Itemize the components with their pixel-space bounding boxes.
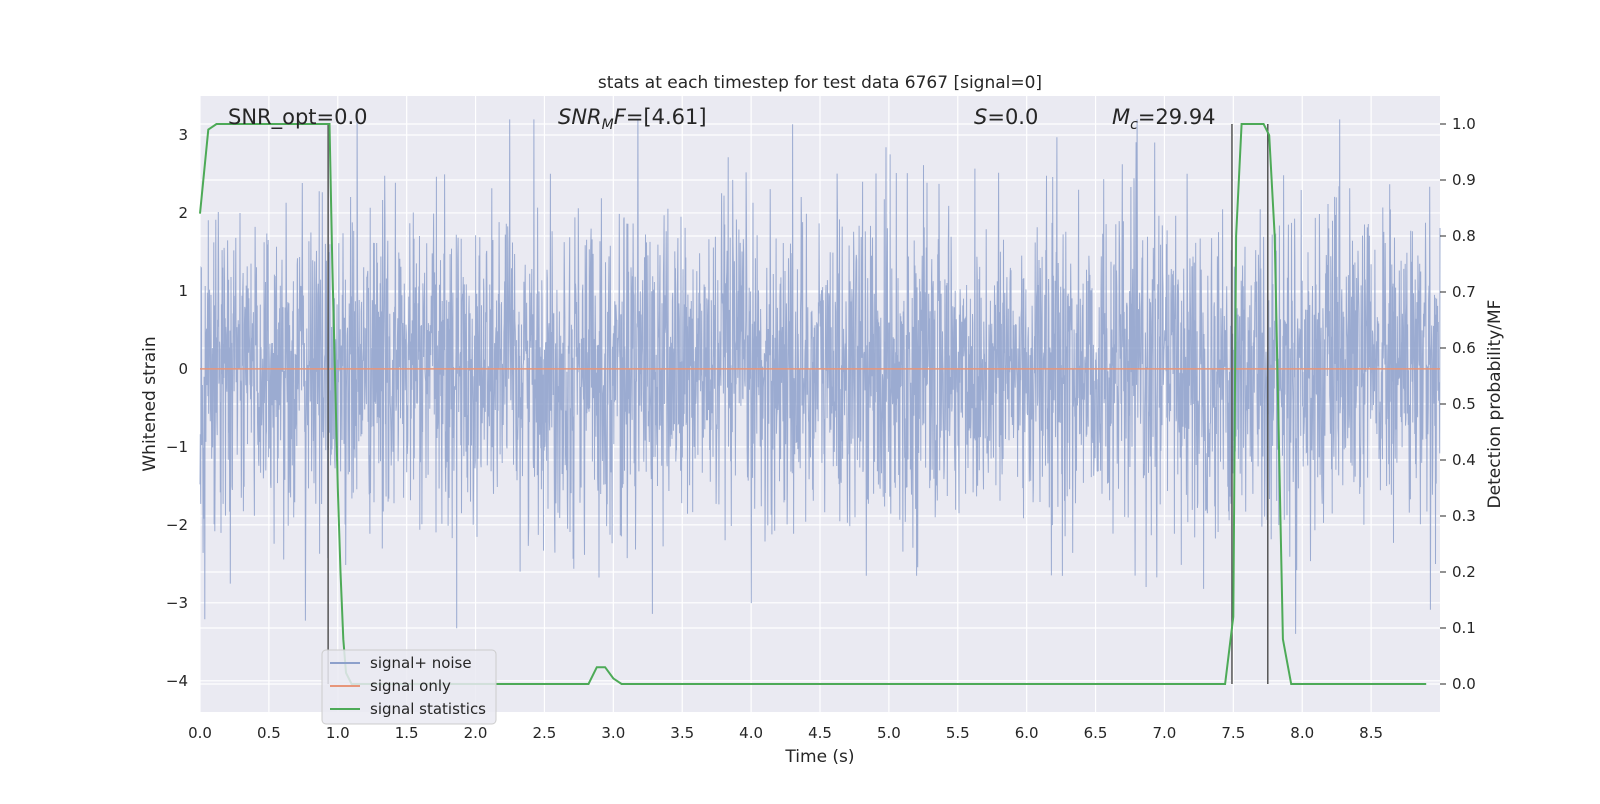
y-ticks: 3 2 1 0 −1 −2 −3 −4 [166, 126, 188, 690]
y-tick-label-right: 0.0 [1452, 675, 1476, 693]
y-tick-label-right: 0.2 [1452, 563, 1476, 581]
y-ticks-right: 1.0 0.9 0.8 0.7 0.6 0.5 0.4 0.3 0.2 0.1 0.0 [1440, 115, 1476, 693]
overlay-series [199, 123, 1440, 685]
x-tick-label: 5.0 [877, 724, 901, 742]
y-tick-label: 1 [178, 282, 188, 300]
annotation-s-val: =0.0 [987, 105, 1038, 129]
y-axis-label: Whitened strain [140, 336, 160, 471]
series-signal-noise-line [199, 119, 1441, 634]
annotation-snr-mf-val: =[4.61] [626, 105, 707, 129]
y-tick-label-right: 0.6 [1452, 339, 1476, 357]
y-tick-label-right: 0.9 [1452, 171, 1476, 189]
annotation-snr-mf: SNRMF=[4.61] [558, 105, 707, 133]
x-tick-label: 4.5 [808, 724, 832, 742]
x-tick-label: 1.0 [326, 724, 350, 742]
x-tick-label: 6.0 [1015, 724, 1039, 742]
legend-label-signal-noise: signal+ noise [370, 654, 472, 672]
y-tick-label-right: 1.0 [1452, 115, 1476, 133]
y-axis-label-right: Detection probability/MF [1485, 300, 1505, 509]
x-tick-label: 0.5 [257, 724, 281, 742]
legend-label-signal-only: signal only [370, 677, 451, 695]
annotation-snr-mf-mid: F [614, 105, 627, 129]
annotation-snr-mf-var: SNR [558, 105, 602, 129]
x-tick-label: 8.5 [1359, 724, 1383, 742]
x-tick-label: 0.0 [188, 724, 212, 742]
y-tick-label-right: 0.7 [1452, 283, 1476, 301]
x-tick-label: 1.5 [395, 724, 419, 742]
x-tick-label: 3.0 [601, 724, 625, 742]
annotation-s: S=0.0 [974, 105, 1038, 129]
y-tick-label: −1 [166, 438, 188, 456]
y-tick-label-right: 0.4 [1452, 451, 1476, 469]
x-tick-label: 7.5 [1221, 724, 1245, 742]
y-tick-label: −4 [166, 672, 188, 690]
y-tick-label: 2 [178, 204, 188, 222]
x-tick-label: 6.5 [1084, 724, 1108, 742]
annotation-snr-mf-sub: M [602, 117, 614, 133]
chart-title: stats at each timestep for test data 676… [598, 73, 1042, 93]
x-ticks: 0.0 0.5 1.0 1.5 2.0 2.5 3.0 3.5 4.0 4.5 5.0 5.5 6.0 6… [188, 724, 1383, 742]
noise-series [199, 119, 1441, 634]
x-tick-label: 3.5 [670, 724, 694, 742]
y-tick-label-right: 0.3 [1452, 507, 1476, 525]
x-tick-label: 4.0 [739, 724, 763, 742]
y-tick-label: −2 [166, 516, 188, 534]
annotation-snr-opt: SNR_opt=0.0 [228, 105, 368, 130]
legend-label-signal-statistics: signal statistics [370, 700, 486, 718]
annotation-mc-var: M [1112, 105, 1130, 129]
annotation-s-var: S [974, 105, 987, 129]
y-tick-label: 3 [178, 126, 188, 144]
y-tick-label: 0 [178, 360, 188, 378]
annotation-mc: Mc=29.94 [1112, 105, 1216, 133]
legend-box [321, 649, 497, 725]
legend: signal+ noise signal only signal statist… [321, 649, 497, 725]
x-tick-label: 7.0 [1153, 724, 1177, 742]
x-axis-label: Time (s) [784, 747, 854, 767]
x-tick-label: 2.0 [464, 724, 488, 742]
x-tick-label: 2.5 [533, 724, 557, 742]
y-tick-label-right: 0.1 [1452, 619, 1476, 637]
annotation-mc-sub: c [1130, 117, 1138, 133]
x-tick-label: 8.0 [1290, 724, 1314, 742]
y-tick-label-right: 0.8 [1452, 227, 1476, 245]
annotation-mc-val: =29.94 [1138, 105, 1216, 129]
x-tick-label: 5.5 [946, 724, 970, 742]
y-tick-label: −3 [166, 594, 188, 612]
y-tick-label-right: 0.5 [1452, 395, 1476, 413]
series-signal-statistics-line [199, 123, 1427, 685]
